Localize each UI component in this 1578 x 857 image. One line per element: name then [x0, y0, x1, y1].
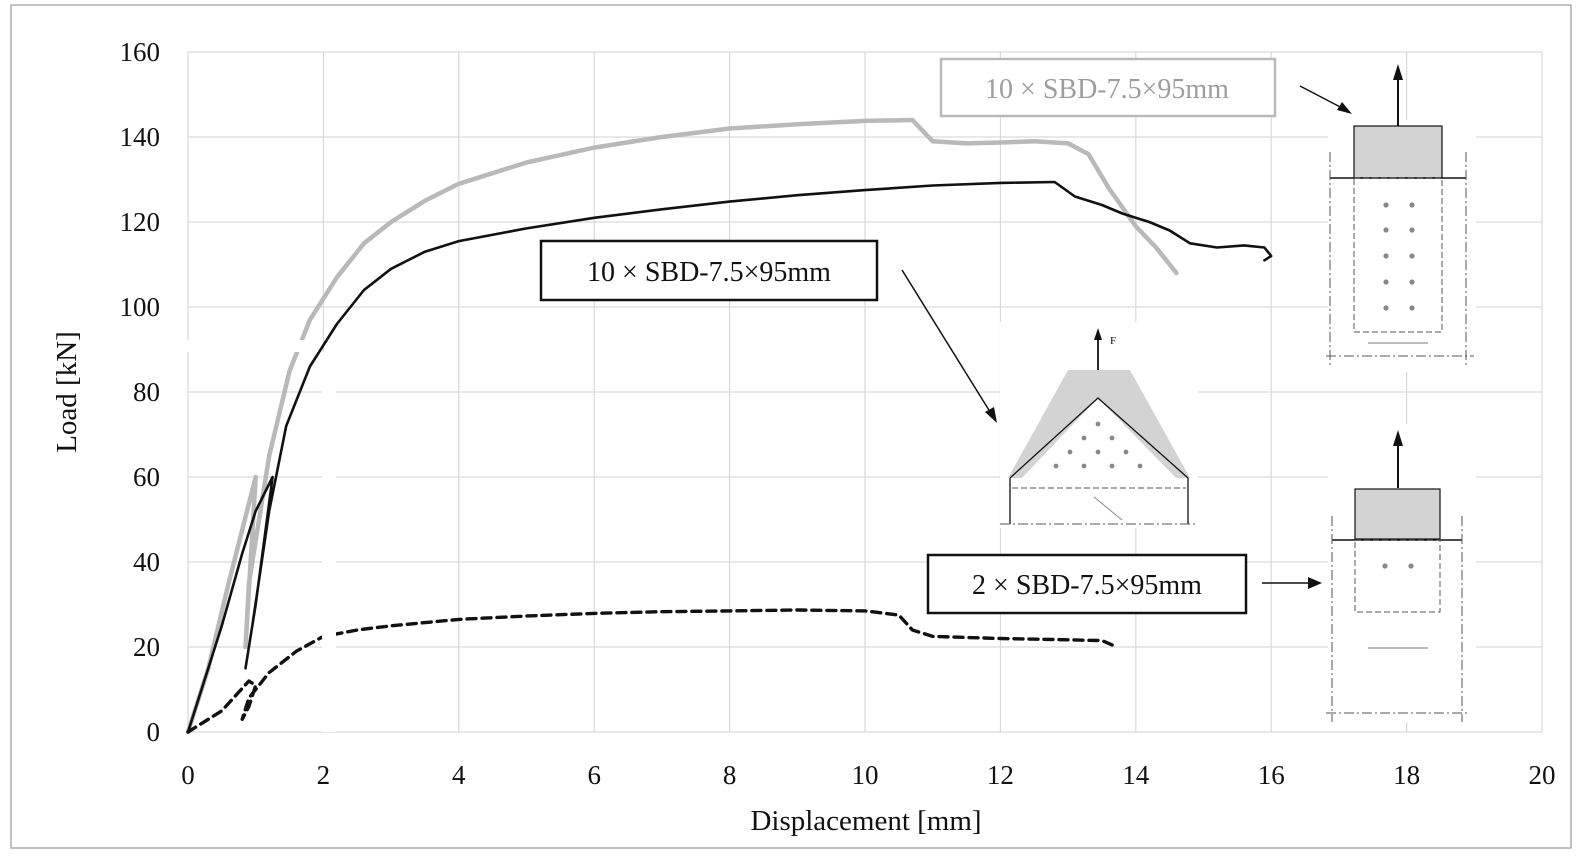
arrow-head — [1337, 102, 1352, 114]
steel-plate — [1354, 488, 1441, 540]
grey-label-arrow — [1299, 85, 1347, 111]
x-tick-label: 14 — [1122, 760, 1150, 790]
y-tick-label: 60 — [133, 462, 160, 492]
tick-layer: 0 2 4 6 8 10 12 14 16 18 20 0 20 40 60 80 100 120 140 160 — [120, 37, 1556, 790]
specimen-sketch-inclined: F — [1000, 322, 1198, 528]
screw-pattern — [1053, 421, 1143, 469]
x-tick-label: 2 — [317, 760, 331, 790]
x-tick-label: 6 — [587, 760, 601, 790]
y-axis-title: Load [kN] — [51, 331, 83, 453]
annotation-grey-series: 10 × SBD-7.5×95mm — [939, 57, 1352, 118]
dashed-label-text: 2 × SBD-7.5×95mm — [972, 570, 1202, 601]
force-arrow-head — [1393, 430, 1403, 446]
x-tick-label: 8 — [723, 760, 737, 790]
x-tick-label: 4 — [452, 760, 466, 790]
grid-gap-mask — [108, 340, 318, 352]
grid-gap-mask — [322, 352, 336, 732]
grey-label-text: 10 × SBD-7.5×95mm — [985, 74, 1229, 105]
y-tick-label: 40 — [133, 547, 160, 577]
x-tick-label: 12 — [987, 760, 1014, 790]
x-tick-label: 0 — [181, 760, 195, 790]
black-label-text: 10 × SBD-7.5×95mm — [587, 257, 831, 288]
y-tick-label: 0 — [147, 717, 161, 747]
y-tick-label: 140 — [120, 122, 161, 152]
annotation-dashed-series: 2 × SBD-7.5×95mm — [926, 553, 1322, 615]
y-tick-label: 80 — [133, 377, 160, 407]
black-label-arrow — [901, 269, 993, 416]
x-tick-label: 18 — [1393, 760, 1420, 790]
annotation-black-series: 10 × SBD-7.5×95mm — [539, 239, 997, 423]
timber-roof — [1009, 397, 1189, 479]
grey-label-box — [939, 57, 1277, 118]
arrow-head — [1308, 577, 1322, 589]
force-arrow-head — [1393, 64, 1403, 80]
sketch-background — [1328, 424, 1476, 722]
force-label: F — [1110, 335, 1116, 347]
dashed-label-box — [926, 553, 1248, 615]
embedded-plate — [1354, 539, 1441, 613]
x-tick-label: 16 — [1258, 760, 1285, 790]
x-tick-label: 10 — [852, 760, 879, 790]
x-tick-label: 20 — [1529, 760, 1556, 790]
screw-pattern — [1383, 202, 1415, 311]
black-label-box — [539, 239, 879, 302]
figure-border — [10, 4, 1572, 849]
embedded-plate — [1353, 177, 1443, 333]
x-axis-title: Displacement [mm] — [750, 805, 981, 837]
force-arrow-head — [1094, 328, 1102, 340]
series-line-grey — [185, 117, 1179, 735]
specimen-sketch-10-screws — [1326, 64, 1476, 372]
y-tick-label: 100 — [120, 292, 161, 322]
grain-arrow — [1093, 496, 1123, 521]
y-tick-label: 120 — [120, 207, 161, 237]
y-tick-label: 160 — [120, 37, 161, 67]
series-layer — [185, 117, 1273, 735]
series-line-dashed — [186, 608, 1114, 734]
arrow-head — [985, 407, 997, 423]
specimen-sketch-2-screws — [1326, 424, 1476, 722]
y-tick-label: 20 — [133, 632, 160, 662]
steel-wedge — [1008, 370, 1190, 478]
steel-plate — [1353, 125, 1443, 179]
screw-pattern — [1382, 563, 1414, 569]
series-line-black — [186, 180, 1273, 734]
